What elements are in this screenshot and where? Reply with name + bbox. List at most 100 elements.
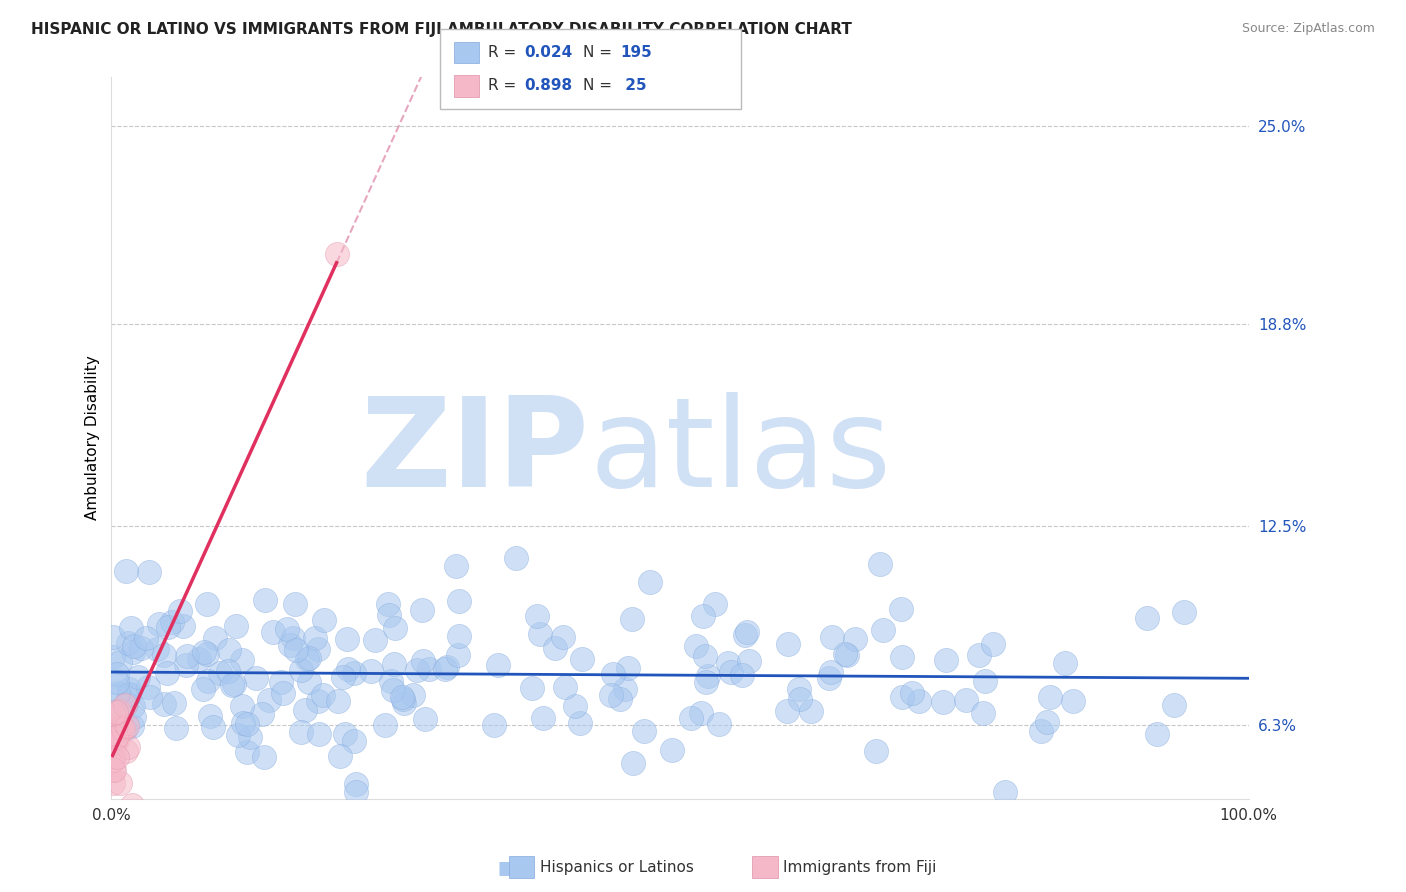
Point: [101, 762, 124, 776]
Point: [284, 598, 307, 612]
Point: [326, 694, 349, 708]
Point: [231, 653, 253, 667]
Point: [101, 753, 124, 767]
Text: N =: N =: [583, 45, 617, 60]
Text: N =: N =: [583, 78, 617, 94]
Point: [193, 645, 215, 659]
Point: [105, 750, 128, 764]
Point: [333, 727, 356, 741]
Point: [204, 632, 226, 646]
Point: [312, 613, 335, 627]
Point: [101, 775, 124, 789]
Point: [135, 631, 157, 645]
Point: [551, 630, 574, 644]
Point: [901, 686, 924, 700]
Point: [197, 597, 219, 611]
Point: [115, 744, 138, 758]
Text: ZIP: ZIP: [360, 392, 589, 513]
Point: [685, 639, 707, 653]
Point: [224, 677, 246, 691]
Point: [103, 736, 125, 750]
Point: [844, 632, 866, 646]
Point: [972, 706, 994, 720]
Point: [935, 653, 957, 667]
Point: [278, 638, 301, 652]
Text: 0.024: 0.024: [524, 45, 572, 60]
Point: [165, 721, 187, 735]
Point: [820, 630, 842, 644]
Point: [114, 698, 136, 713]
Point: [195, 647, 218, 661]
Point: [209, 665, 232, 680]
Point: [378, 607, 401, 622]
Point: [101, 650, 124, 665]
Point: [122, 639, 145, 653]
Point: [152, 648, 174, 662]
Point: [433, 662, 456, 676]
Point: [114, 697, 136, 711]
Point: [120, 621, 142, 635]
Point: [696, 669, 718, 683]
Text: Hispanics or Latinos: Hispanics or Latinos: [540, 860, 693, 874]
Point: [834, 648, 856, 662]
Point: [1136, 611, 1159, 625]
Point: [554, 680, 576, 694]
Point: [112, 722, 135, 736]
Point: [865, 744, 887, 758]
Point: [391, 690, 413, 704]
Point: [188, 652, 211, 666]
Point: [613, 681, 636, 696]
Point: [245, 671, 267, 685]
Point: [837, 648, 859, 663]
Point: [169, 604, 191, 618]
Point: [993, 785, 1015, 799]
Point: [564, 699, 586, 714]
Point: [101, 726, 124, 740]
Point: [108, 775, 131, 789]
Point: [226, 728, 249, 742]
Point: [107, 731, 129, 745]
Point: [156, 620, 179, 634]
Point: [1146, 727, 1168, 741]
Point: [789, 692, 811, 706]
Point: [800, 704, 823, 718]
Point: [201, 720, 224, 734]
Point: [447, 648, 470, 662]
Point: [707, 717, 730, 731]
Point: [661, 743, 683, 757]
Point: [122, 645, 145, 659]
Point: [304, 631, 326, 645]
Text: ▪: ▪: [496, 853, 516, 881]
Point: [221, 678, 243, 692]
Text: atlas: atlas: [589, 392, 891, 513]
Point: [380, 674, 402, 689]
Point: [869, 557, 891, 571]
Point: [520, 681, 543, 695]
Point: [529, 627, 551, 641]
Point: [101, 707, 124, 722]
Point: [602, 666, 624, 681]
Point: [776, 636, 799, 650]
Point: [153, 697, 176, 711]
Point: [377, 597, 399, 611]
Point: [172, 618, 194, 632]
Point: [281, 631, 304, 645]
Point: [716, 657, 738, 671]
Point: [392, 696, 415, 710]
Point: [531, 711, 554, 725]
Point: [308, 726, 330, 740]
Point: [235, 717, 257, 731]
Point: [218, 643, 240, 657]
Point: [600, 688, 623, 702]
Point: [973, 673, 995, 688]
Point: [105, 666, 128, 681]
Text: HISPANIC OR LATINO VS IMMIGRANTS FROM FIJI AMBULATORY DISABILITY CORRELATION CHA: HISPANIC OR LATINO VS IMMIGRANTS FROM FI…: [31, 22, 852, 37]
Point: [101, 630, 124, 644]
Point: [295, 652, 318, 666]
Point: [787, 681, 810, 696]
Point: [307, 642, 329, 657]
Point: [253, 593, 276, 607]
Point: [703, 597, 725, 611]
Point: [343, 734, 366, 748]
Point: [290, 724, 312, 739]
